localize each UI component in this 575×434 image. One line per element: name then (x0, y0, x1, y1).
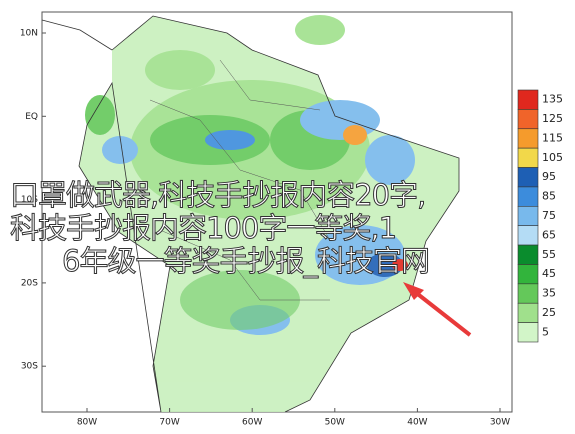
legend-swatch (517, 89, 539, 110)
arrow (408, 286, 472, 337)
legend-swatch (517, 322, 539, 343)
axis-labels: 10N EQ 10S 20S 30S 80W 70W 60W 50W 40W 30W (20, 29, 510, 428)
overlay-line: 6年级一等奖手抄报_科技官网 (62, 244, 431, 279)
legend-label: 45 (542, 267, 556, 280)
legend-label: 65 (542, 228, 556, 241)
legend-swatch (517, 244, 539, 265)
legend-swatch (517, 206, 539, 226)
legend-swatch (517, 302, 539, 323)
legend-label: 5 (542, 325, 549, 338)
legend-swatch (517, 264, 539, 285)
arrow-head (403, 282, 424, 300)
lon-label: 60W (242, 418, 262, 428)
legend-label: 55 (542, 248, 556, 261)
borders (149, 59, 331, 301)
coastline (41, 15, 460, 413)
legend-swatch (517, 186, 539, 207)
legend-swatch (517, 225, 539, 246)
lat-label: EQ (25, 112, 38, 122)
legend-swatch (517, 167, 539, 188)
lon-label: 80W (77, 418, 97, 428)
overlay-line: 口罩做武器,科技手抄报内容20字, (9, 178, 426, 213)
legend-label: 25 (542, 306, 556, 319)
legend-swatch (517, 147, 539, 168)
legend-label: 115 (542, 131, 563, 144)
lat-label: 10N (20, 29, 38, 39)
lat-label: 10S (21, 195, 38, 205)
lat-label: 20S (21, 278, 38, 288)
legend-label: 125 (542, 112, 563, 125)
legend-swatch (517, 283, 539, 304)
lon-label: 40W (407, 418, 427, 428)
lon-label: 30W (490, 418, 510, 428)
lon-label: 70W (159, 418, 179, 428)
lon-label: 50W (325, 418, 345, 428)
color-legend: 135 125 115 105 95 85 75 65 55 45 35 25 5 (517, 89, 563, 343)
legend-label: 35 (542, 287, 556, 300)
legend-label: 75 (542, 209, 556, 222)
overlay-line: 科技手抄报内容100字一等奖,1 (9, 211, 397, 246)
legend-swatch (517, 109, 539, 130)
legend-label: 105 (542, 151, 563, 164)
legend-swatch (517, 128, 539, 149)
lat-label: 30S (21, 362, 38, 372)
legend-label: 135 (542, 93, 563, 106)
legend-label: 95 (542, 170, 556, 183)
legend-label: 85 (542, 190, 556, 203)
